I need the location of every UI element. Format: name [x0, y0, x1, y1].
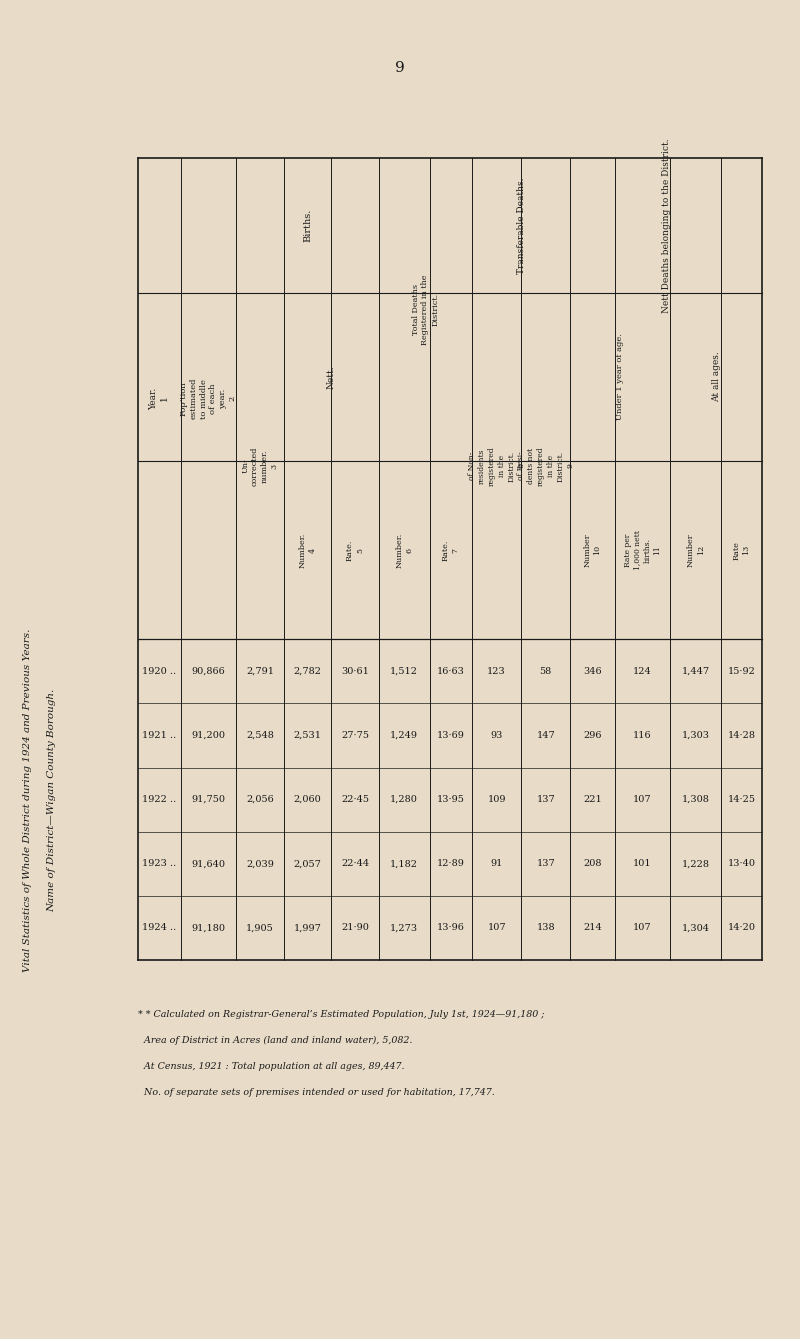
Text: Number.
6: Number. 6 — [395, 533, 413, 568]
Text: Rate
13: Rate 13 — [733, 541, 750, 560]
Text: Nett.: Nett. — [326, 366, 336, 388]
Text: 30·61: 30·61 — [341, 667, 369, 676]
Text: 137: 137 — [537, 860, 555, 868]
Text: Rate.
5: Rate. 5 — [346, 540, 364, 561]
Text: of Non-
residents
registered
in the
District.
8: of Non- residents registered in the Dist… — [468, 446, 525, 486]
Text: 1,304: 1,304 — [682, 924, 710, 932]
Text: Number
12: Number 12 — [686, 533, 705, 566]
Text: 2,056: 2,056 — [246, 795, 274, 805]
Text: 91,750: 91,750 — [191, 795, 226, 805]
Text: 13·96: 13·96 — [437, 924, 465, 932]
Text: Total Deaths
Registered in the
District.: Total Deaths Registered in the District. — [412, 274, 439, 345]
Text: 101: 101 — [633, 860, 652, 868]
Text: Un-
corrected
number.
3: Un- corrected number. 3 — [242, 446, 278, 486]
Text: 91,200: 91,200 — [191, 731, 226, 740]
Text: 107: 107 — [633, 924, 652, 932]
Text: 1,280: 1,280 — [390, 795, 418, 805]
Text: 1,182: 1,182 — [390, 860, 418, 868]
Text: 2,057: 2,057 — [294, 860, 322, 868]
Text: 13·95: 13·95 — [437, 795, 465, 805]
Text: 137: 137 — [537, 795, 555, 805]
Text: Nett Deaths belonging to the District.: Nett Deaths belonging to the District. — [662, 138, 670, 313]
Text: 296: 296 — [583, 731, 602, 740]
Text: 221: 221 — [583, 795, 602, 805]
Text: 138: 138 — [537, 924, 555, 932]
Text: 14·20: 14·20 — [727, 924, 755, 932]
Text: 1,249: 1,249 — [390, 731, 418, 740]
Text: Area of District in Acres (land and inland water), 5,082.: Area of District in Acres (land and inla… — [138, 1036, 412, 1046]
Text: Transferable Deaths.: Transferable Deaths. — [517, 177, 526, 273]
Text: 2,791: 2,791 — [246, 667, 274, 676]
Text: Births.: Births. — [303, 209, 312, 242]
Text: 2,782: 2,782 — [294, 667, 322, 676]
Text: 214: 214 — [583, 924, 602, 932]
Text: 1923 ..: 1923 .. — [142, 860, 177, 868]
Text: 109: 109 — [487, 795, 506, 805]
Text: 93: 93 — [490, 731, 503, 740]
Text: 14·28: 14·28 — [727, 731, 755, 740]
Text: 91: 91 — [490, 860, 503, 868]
Text: 27·75: 27·75 — [341, 731, 369, 740]
Text: 58: 58 — [540, 667, 552, 676]
Text: 107: 107 — [633, 795, 652, 805]
Text: 1,447: 1,447 — [682, 667, 710, 676]
Text: 2,531: 2,531 — [294, 731, 322, 740]
Text: Year.
1: Year. 1 — [150, 387, 170, 410]
Text: 13·69: 13·69 — [437, 731, 465, 740]
Text: Vital Statistics of Whole District during 1924 and Previous Years.: Vital Statistics of Whole District durin… — [23, 628, 33, 972]
Text: Number.
4: Number. 4 — [298, 533, 317, 568]
Text: 1,273: 1,273 — [390, 924, 418, 932]
Text: 2,548: 2,548 — [246, 731, 274, 740]
Text: 1924 ..: 1924 .. — [142, 924, 177, 932]
Text: 12·89: 12·89 — [437, 860, 465, 868]
Text: Pop’tion
estimated
to middle
of each
year.
2: Pop’tion estimated to middle of each yea… — [180, 378, 237, 419]
Text: Name of District—Wigan County Borough.: Name of District—Wigan County Borough. — [47, 688, 57, 912]
Text: 1,228: 1,228 — [682, 860, 710, 868]
Text: 9: 9 — [395, 62, 405, 75]
Text: At all ages.: At all ages. — [712, 352, 721, 402]
Text: 208: 208 — [583, 860, 602, 868]
Text: 90,866: 90,866 — [191, 667, 226, 676]
Text: 1922 ..: 1922 .. — [142, 795, 177, 805]
Text: * * Calculated on Registrar-General’s Estimated Population, July 1st, 1924—91,18: * * Calculated on Registrar-General’s Es… — [138, 1010, 545, 1019]
Text: 22·44: 22·44 — [341, 860, 369, 868]
Text: 21·90: 21·90 — [341, 924, 369, 932]
Text: 116: 116 — [633, 731, 652, 740]
Text: 1921 ..: 1921 .. — [142, 731, 177, 740]
Text: At Census, 1921 : Total population at all ages, 89,447.: At Census, 1921 : Total population at al… — [138, 1062, 405, 1071]
Text: 15·92: 15·92 — [727, 667, 755, 676]
Text: 1,308: 1,308 — [682, 795, 710, 805]
Text: 91,640: 91,640 — [191, 860, 226, 868]
Text: of Resi-
dents not
registered
in the
District.
9: of Resi- dents not registered in the Dis… — [518, 446, 574, 486]
Text: 107: 107 — [487, 924, 506, 932]
Text: 14·25: 14·25 — [727, 795, 755, 805]
Text: 346: 346 — [583, 667, 602, 676]
Text: Number
10: Number 10 — [583, 533, 602, 566]
Text: 1920 ..: 1920 .. — [142, 667, 176, 676]
Text: No. of separate sets of premises intended or used for habitation, 17,747.: No. of separate sets of premises intende… — [138, 1089, 494, 1097]
Text: Under 1 year of age.: Under 1 year of age. — [616, 333, 624, 420]
Text: 16·63: 16·63 — [437, 667, 465, 676]
Text: 124: 124 — [633, 667, 652, 676]
Text: 1,905: 1,905 — [246, 924, 274, 932]
Text: Rate per
1,000 nett
births.
11: Rate per 1,000 nett births. 11 — [624, 530, 661, 570]
Text: 91,180: 91,180 — [191, 924, 226, 932]
Text: Rate.
7: Rate. 7 — [442, 540, 460, 561]
Text: 2,039: 2,039 — [246, 860, 274, 868]
Text: 1,512: 1,512 — [390, 667, 418, 676]
Text: 1,303: 1,303 — [682, 731, 710, 740]
Text: 123: 123 — [487, 667, 506, 676]
Text: 147: 147 — [537, 731, 555, 740]
Text: 13·40: 13·40 — [727, 860, 755, 868]
Text: 1,997: 1,997 — [294, 924, 322, 932]
Text: 22·45: 22·45 — [341, 795, 369, 805]
Text: 2,060: 2,060 — [294, 795, 322, 805]
